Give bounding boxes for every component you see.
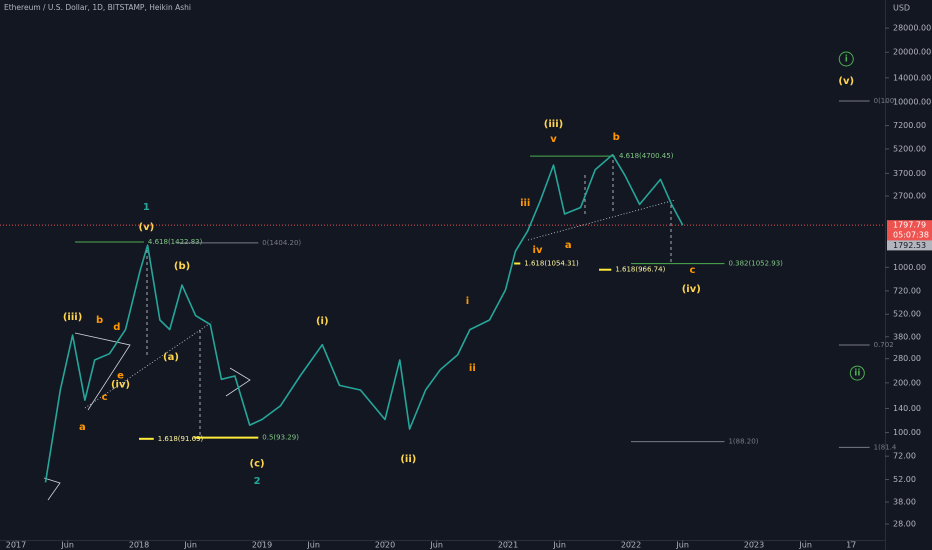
wave-label: iv bbox=[533, 245, 543, 256]
wave-label: 1 bbox=[143, 202, 150, 213]
wave-label: b bbox=[613, 132, 620, 143]
fib-label: 0.5(93.29) bbox=[262, 434, 299, 442]
y-tick-label: 100.00 bbox=[893, 428, 921, 437]
x-tick-label: 2019 bbox=[252, 541, 272, 550]
y-tick-label: 3700.00 bbox=[893, 169, 926, 178]
triangle bbox=[74, 332, 131, 411]
y-tick-label: 140.00 bbox=[893, 404, 921, 413]
fib-label: 1.618(1054.31) bbox=[524, 259, 579, 267]
wave-label: a bbox=[79, 422, 86, 433]
fib-label: 0.382(1052.93) bbox=[728, 260, 783, 268]
y-tick-label: 520.00 bbox=[893, 310, 921, 319]
wave-label: c bbox=[690, 265, 696, 276]
price-line bbox=[44, 153, 684, 483]
wave-label: a bbox=[565, 240, 572, 251]
wave-label: b bbox=[96, 315, 103, 326]
y-tick-label: 380.00 bbox=[893, 332, 921, 341]
price-tag-label: 1797.79 bbox=[893, 221, 926, 230]
wave-label: 2 bbox=[254, 476, 261, 487]
y-tick-label: 10000.00 bbox=[893, 97, 931, 106]
wave-label: i bbox=[845, 55, 848, 65]
wave-label: c bbox=[102, 392, 108, 403]
wave-label: (a) bbox=[163, 352, 179, 363]
wave-label: (v) bbox=[139, 222, 155, 233]
y-tick-label: 38.00 bbox=[893, 498, 916, 507]
x-tick-label: 2023 bbox=[744, 541, 764, 550]
x-tick-label: 2021 bbox=[498, 541, 518, 550]
x-tick-label: 2020 bbox=[375, 541, 395, 550]
y-tick-label: 52.00 bbox=[893, 475, 916, 484]
fib-label: 0.702 bbox=[874, 341, 894, 349]
y-tick-label: 7200.00 bbox=[893, 121, 926, 130]
countdown: 05:07:38 bbox=[893, 231, 929, 240]
fib-label: 1.618(91.69) bbox=[158, 435, 204, 443]
x-tick-label: 2017 bbox=[6, 541, 26, 550]
price-tag bbox=[887, 220, 932, 242]
wave-label: i bbox=[466, 296, 469, 307]
y-tick-label: 20000.00 bbox=[893, 48, 931, 57]
x-tick-label: Jun bbox=[552, 541, 566, 550]
wave-label: (b) bbox=[174, 261, 190, 272]
wave-circle bbox=[849, 365, 865, 381]
wave-label: v bbox=[550, 134, 557, 145]
y-tick-label: 200.00 bbox=[893, 378, 921, 387]
fib-label: 1(88.20) bbox=[728, 438, 758, 446]
wave-label: ii bbox=[469, 363, 476, 374]
x-tick-label: Jun bbox=[60, 541, 74, 550]
y-tick-label: 2700.00 bbox=[893, 191, 926, 200]
plot-area: 4.618(1422.83) 0(1404.20) 1.618(91.69) 0.5(… bbox=[43, 51, 897, 501]
wave-label: (i) bbox=[316, 316, 329, 327]
y-tick-label: 280.00 bbox=[893, 354, 921, 363]
wave-label: e bbox=[117, 370, 124, 381]
y-axis-label: USD bbox=[893, 4, 910, 13]
wave-circle bbox=[838, 51, 854, 67]
x-tick-label: 2022 bbox=[621, 541, 641, 550]
wave-label: (iii) bbox=[544, 119, 563, 130]
wave-label: iii bbox=[520, 198, 530, 209]
trendline bbox=[527, 199, 676, 241]
wave-label: (ii) bbox=[400, 454, 416, 465]
fib-label: 4.618(1422.83) bbox=[148, 238, 203, 246]
fib-label: 1.618(966.74) bbox=[615, 266, 665, 274]
y-tick-label: 5200.00 bbox=[893, 144, 926, 153]
x-tick-label: Jun bbox=[306, 541, 320, 550]
fib-label: 4.618(4700.45) bbox=[619, 152, 674, 160]
x-tick-label: Jun bbox=[675, 541, 689, 550]
wave-label: (iii) bbox=[63, 312, 82, 323]
price-tag-label: 1792.53 bbox=[893, 241, 926, 250]
y-tick-label: 28000.00 bbox=[893, 24, 931, 33]
wave-label: (c) bbox=[250, 459, 265, 470]
x-tick-label: 17 bbox=[846, 541, 856, 550]
price-tag bbox=[887, 240, 932, 251]
x-tick-label: 2018 bbox=[129, 541, 149, 550]
triangle bbox=[43, 477, 61, 501]
fib-label: 0(1404.20) bbox=[262, 239, 301, 247]
wave-label: d bbox=[113, 322, 120, 333]
fib-label: 1(81.4 bbox=[874, 443, 897, 451]
wave-label: (iv) bbox=[111, 380, 130, 391]
y-tick-label: 14000.00 bbox=[893, 73, 931, 82]
y-tick-label: 720.00 bbox=[893, 286, 921, 295]
wave-label: ii bbox=[854, 369, 860, 379]
triangle bbox=[225, 367, 251, 397]
x-tick-label: Jun bbox=[429, 541, 443, 550]
wave-label: (v) bbox=[838, 76, 854, 87]
x-tick-label: Jun bbox=[183, 541, 197, 550]
chart-title: Ethereum / U.S. Dollar, 1D, BITSTAMP, He… bbox=[4, 3, 191, 12]
y-tick-label: 28.00 bbox=[893, 519, 916, 528]
wave-label: (iv) bbox=[682, 284, 701, 295]
fib-label: 0(100 bbox=[874, 97, 895, 105]
y-tick-label: 72.00 bbox=[893, 452, 916, 461]
y-tick-label: 1000.00 bbox=[893, 263, 926, 272]
x-tick-label: Jun bbox=[798, 541, 812, 550]
